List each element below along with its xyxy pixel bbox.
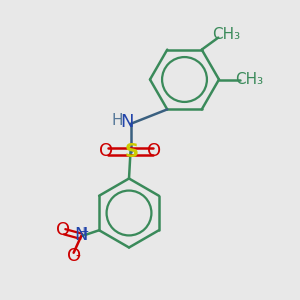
Text: N: N xyxy=(74,226,88,244)
Text: S: S xyxy=(124,142,138,161)
Text: N: N xyxy=(121,113,134,131)
Text: O: O xyxy=(99,142,114,160)
Text: -: - xyxy=(76,250,81,264)
Text: CH₃: CH₃ xyxy=(235,72,263,87)
Text: CH₃: CH₃ xyxy=(212,27,240,42)
Text: H: H xyxy=(111,113,123,128)
Text: +: + xyxy=(79,225,89,238)
Text: O: O xyxy=(67,247,81,265)
Text: O: O xyxy=(147,142,162,160)
Text: O: O xyxy=(56,221,70,239)
